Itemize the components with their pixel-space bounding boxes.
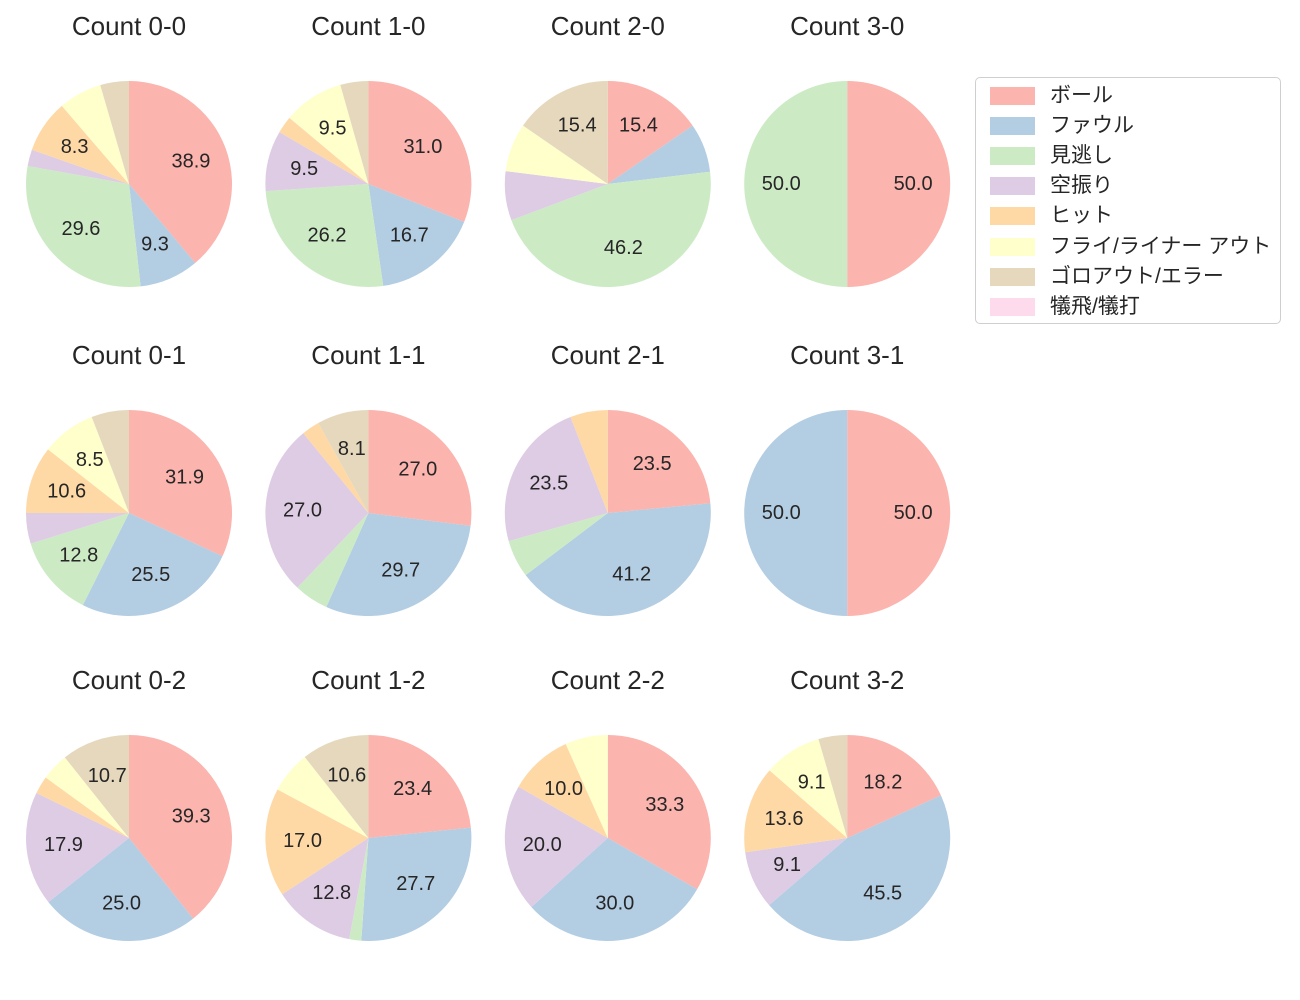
svg-text:8.1: 8.1 [338, 438, 366, 460]
svg-text:17.9: 17.9 [44, 834, 83, 856]
svg-text:8.3: 8.3 [61, 136, 89, 158]
svg-text:38.9: 38.9 [171, 150, 210, 172]
svg-text:46.2: 46.2 [604, 237, 643, 259]
svg-text:33.3: 33.3 [645, 794, 684, 816]
svg-text:23.5: 23.5 [633, 453, 672, 475]
svg-text:31.0: 31.0 [403, 136, 442, 158]
svg-text:31.9: 31.9 [165, 467, 204, 489]
svg-text:29.7: 29.7 [381, 559, 420, 581]
svg-text:18.2: 18.2 [863, 772, 902, 794]
svg-text:17.0: 17.0 [283, 830, 322, 852]
svg-text:12.8: 12.8 [312, 882, 351, 904]
svg-text:12.8: 12.8 [59, 545, 98, 567]
svg-text:50.0: 50.0 [894, 173, 933, 195]
svg-text:8.5: 8.5 [76, 449, 104, 471]
svg-text:39.3: 39.3 [172, 805, 211, 827]
svg-text:27.0: 27.0 [398, 458, 437, 480]
svg-text:29.6: 29.6 [61, 218, 100, 240]
svg-text:9.5: 9.5 [290, 158, 318, 180]
svg-text:45.5: 45.5 [863, 883, 902, 905]
svg-text:30.0: 30.0 [595, 893, 634, 915]
svg-text:9.1: 9.1 [798, 771, 826, 793]
svg-text:10.7: 10.7 [88, 765, 127, 787]
svg-text:50.0: 50.0 [894, 502, 933, 524]
svg-text:50.0: 50.0 [762, 502, 801, 524]
svg-text:50.0: 50.0 [762, 173, 801, 195]
svg-text:9.5: 9.5 [319, 118, 347, 140]
svg-text:41.2: 41.2 [612, 563, 651, 585]
svg-text:23.4: 23.4 [393, 778, 432, 800]
svg-text:25.0: 25.0 [102, 893, 141, 915]
svg-text:16.7: 16.7 [390, 225, 429, 247]
svg-text:15.4: 15.4 [558, 115, 597, 137]
svg-text:10.0: 10.0 [544, 778, 583, 800]
svg-text:25.5: 25.5 [131, 564, 170, 586]
svg-text:20.0: 20.0 [523, 834, 562, 856]
svg-text:15.4: 15.4 [619, 115, 658, 137]
svg-text:27.7: 27.7 [396, 873, 435, 895]
svg-text:9.3: 9.3 [141, 234, 169, 256]
svg-text:13.6: 13.6 [765, 808, 804, 830]
svg-text:27.0: 27.0 [283, 500, 322, 522]
svg-text:9.1: 9.1 [773, 854, 801, 876]
svg-text:26.2: 26.2 [308, 224, 347, 246]
svg-text:23.5: 23.5 [529, 473, 568, 495]
svg-text:10.6: 10.6 [47, 480, 86, 502]
svg-text:10.6: 10.6 [327, 765, 366, 787]
